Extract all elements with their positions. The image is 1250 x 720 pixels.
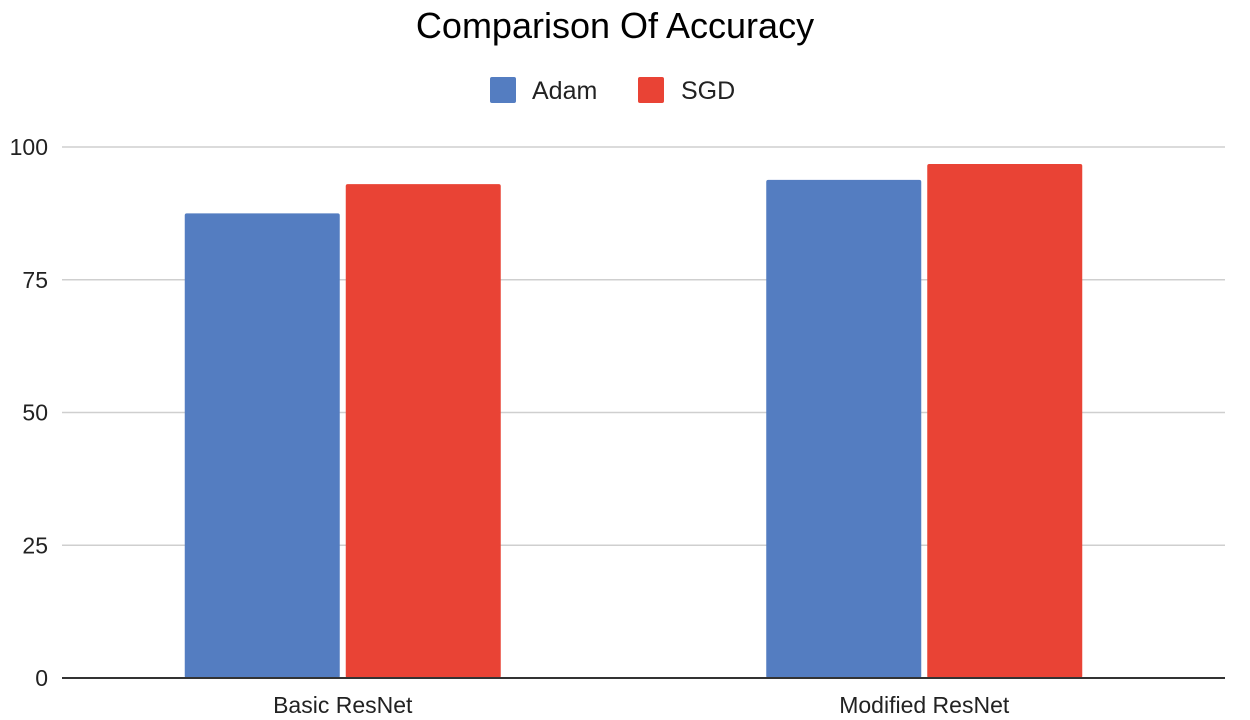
x-axis-ticks: Basic ResNet Modified ResNet [273, 692, 1010, 718]
bars [184, 163, 1083, 679]
y-tick-label: 0 [35, 665, 48, 691]
bar-adam-1 [184, 213, 340, 678]
legend-swatch-sgd [638, 77, 664, 103]
x-tick-label: Basic ResNet [273, 692, 413, 718]
y-tick-label: 25 [22, 532, 48, 558]
legend: Adam SGD [490, 77, 735, 105]
legend-label-sgd: SGD [681, 77, 735, 105]
legend-label-adam: Adam [532, 77, 597, 105]
x-tick-label: Modified ResNet [839, 692, 1010, 718]
y-tick-label: 100 [10, 134, 48, 160]
bar-sgd-1 [345, 184, 501, 679]
chart-title: Comparison Of Accuracy [416, 5, 814, 46]
y-tick-label: 75 [22, 267, 48, 293]
bar-sgd-2 [927, 163, 1083, 678]
legend-swatch-adam [490, 77, 516, 103]
y-tick-label: 50 [22, 400, 48, 426]
y-axis-ticks: 0 25 50 75 100 [10, 134, 48, 691]
bar-adam-2 [766, 179, 922, 678]
